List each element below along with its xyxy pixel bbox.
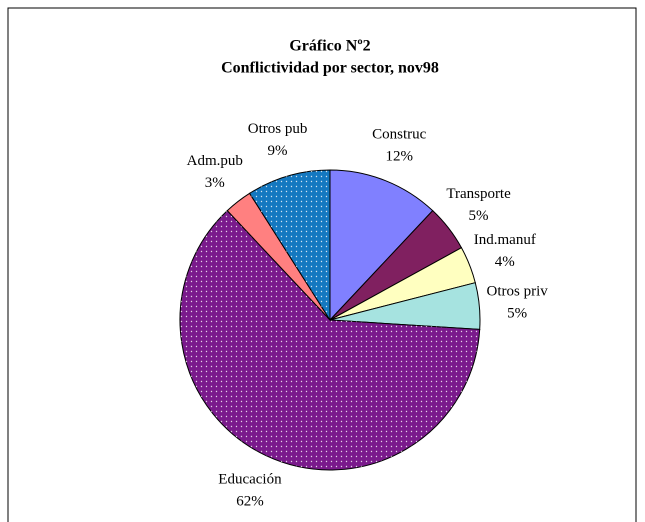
slice-label: Ind.manuf: [474, 232, 536, 248]
slice-label: Educación: [218, 472, 282, 488]
slice-value-label: 3%: [205, 175, 225, 191]
slice-texture: [249, 170, 330, 320]
slice-value-label: 62%: [236, 494, 264, 510]
slice-value-label: 5%: [507, 306, 527, 322]
slice-label: Otros priv: [487, 284, 549, 300]
slice-label: Adm.pub: [187, 153, 243, 169]
slice-value-label: 5%: [469, 208, 489, 224]
slice-label: Otros pub: [248, 121, 308, 137]
chart-subtitle: Conflictividad por sector, nov98: [221, 60, 439, 77]
slice-label: Transporte: [446, 186, 511, 202]
slice-value-label: 9%: [268, 143, 288, 159]
pie-slice: [329, 169, 434, 322]
slice-texture: [180, 210, 480, 470]
slice-value-label: 4%: [495, 254, 515, 270]
slice-label: Construc: [372, 127, 427, 143]
chart-title: Gráfico Nº2: [289, 38, 370, 55]
slice-value-label: 12%: [385, 149, 413, 165]
